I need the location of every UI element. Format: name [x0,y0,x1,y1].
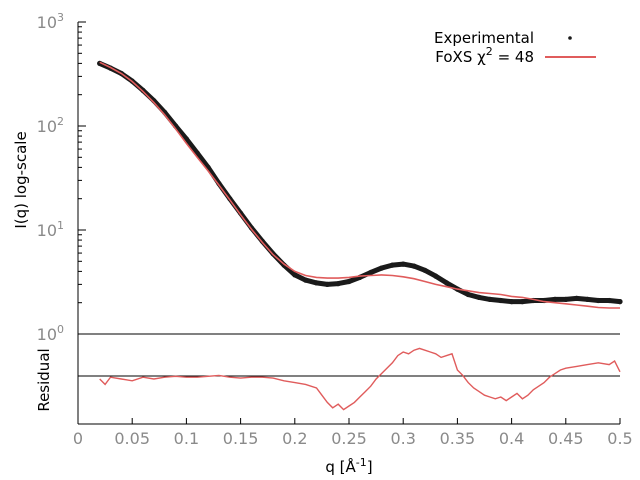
experimental-data-band [97,60,623,305]
y-tick-label-base: 10 [37,117,57,136]
y-axis-label: I(q) log-scale [12,131,30,228]
x-axis-label: q [Å-1] [325,456,372,476]
experimental-point [498,297,504,304]
main-series [97,60,623,309]
x-tick-label: 0.45 [548,429,584,448]
experimental-point [509,299,515,305]
experimental-point [433,273,439,279]
experimental-point [444,280,450,286]
y-tick-label: 102 [37,115,64,136]
experimental-point [617,299,623,305]
x-tick-label: 0.2 [282,429,307,448]
legend-marker-experimental [568,36,572,40]
y-tick-label-base: 10 [37,221,57,240]
experimental-point [335,281,341,287]
foxs-fit-line [99,61,620,309]
legend-entry-foxs: FoXS χ2 = 48 [435,45,596,66]
experimental-point [563,296,569,302]
experimental-point [400,261,406,267]
experimental-point [574,295,580,301]
y-tick-label: 103 [37,11,64,32]
residual-line [99,347,621,411]
experimental-point [378,265,385,271]
experimental-point [346,278,352,285]
legend-label-experimental: Experimental [434,29,534,47]
experimental-point [422,267,428,273]
y-tick-label: 101 [37,219,64,240]
residual-axis-label: Residual [35,348,53,411]
legend-label-foxs: FoXS χ2 = 48 [435,45,534,66]
experimental-point [519,299,526,305]
y-tick-label-base: 10 [37,325,57,344]
legend-label-foxs-main: FoXS χ [435,48,486,66]
experimental-point [465,291,471,298]
x-axis-label-sup: -1 [356,456,367,469]
y-tick-label-exponent: 3 [57,11,64,24]
experimental-point [389,262,395,268]
legend-label-foxs-tail: = 48 [493,48,534,66]
y-tick-label-exponent: 1 [57,219,64,232]
x-tick-label: 0 [73,429,83,448]
experimental-point [324,281,330,287]
x-tick-label: 0.5 [607,429,632,448]
x-tick-label: 0.35 [440,429,476,448]
x-axis-label-tail: ] [367,458,373,476]
experimental-point [411,263,417,269]
experimental-point [595,297,601,304]
residual-panel: 0 0.05 0.1 0.15 0.2 0.25 0.3 0.35 0.4 0.45 0.5 Res… [35,333,633,476]
x-tick-label: 0.3 [390,429,415,448]
x-axis-ticks: 0 0.05 0.1 0.15 0.2 0.25 0.3 0.35 0.4 0.45 0.5 [73,418,633,448]
x-tick-label: 0.4 [499,429,524,448]
x-tick-label: 0.05 [114,429,150,448]
y-tick-label-exponent: 2 [57,115,64,128]
experimental-point [292,272,298,278]
x-axis-label-main: q [Å [325,457,356,476]
experimental-point [303,277,309,283]
legend-entry-experimental: Experimental [434,29,572,47]
x-tick-label: 0.15 [223,429,259,448]
residual-series [99,347,621,411]
experimental-point [194,150,200,156]
legend: Experimental FoXS χ2 = 48 [434,29,596,66]
experimental-point [606,297,612,304]
legend-label-foxs-sup: 2 [486,45,493,58]
x-tick-label: 0.25 [331,429,367,448]
y-tick-label-base: 10 [37,13,57,32]
experimental-point [584,296,591,302]
experimental-point [313,280,320,286]
y-tick-label: 100 [37,323,64,344]
y-tick-label-exponent: 0 [57,323,64,336]
x-tick-label: 0.1 [174,429,199,448]
experimental-point [368,269,374,276]
experimental-point [552,296,558,302]
experimental-point [476,294,482,300]
experimental-point [487,296,493,302]
